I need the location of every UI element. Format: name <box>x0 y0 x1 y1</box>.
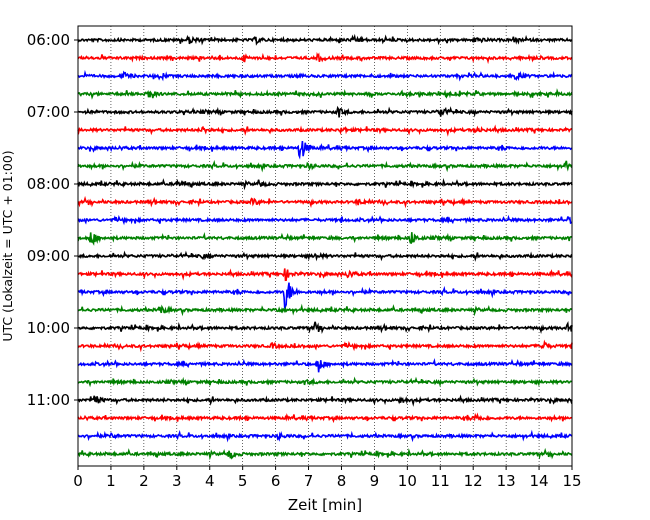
seismic-trace <box>77 33 573 46</box>
y-tick-label: 08:00 <box>27 175 70 193</box>
seismic-trace <box>77 376 573 388</box>
x-tick-label: 8 <box>337 472 347 490</box>
y-tick-label: 06:00 <box>27 31 70 49</box>
x-tick-label: 9 <box>370 472 380 490</box>
seismic-trace <box>77 282 573 309</box>
seismic-trace <box>77 69 573 82</box>
seismic-trace <box>77 231 573 246</box>
x-tick-label: 10 <box>398 472 417 490</box>
seismic-trace <box>77 358 573 373</box>
seismic-trace <box>77 88 573 100</box>
seismic-trace <box>77 159 573 173</box>
seismic-trace <box>77 303 573 317</box>
x-axis: 0 1 2 3 4 5 6 7 8 9 10 11 12 13 14 15 <box>73 466 582 490</box>
trace-group <box>77 33 573 461</box>
seismic-trace <box>77 447 573 461</box>
seismic-trace <box>77 195 573 209</box>
x-tick-label: 4 <box>205 472 215 490</box>
x-tick-label: 5 <box>238 472 248 490</box>
y-tick-label: 09:00 <box>27 247 70 265</box>
seismic-trace <box>77 124 573 137</box>
x-tick-label: 3 <box>172 472 182 490</box>
seismic-trace <box>77 412 573 424</box>
x-tick-label: 6 <box>271 472 281 490</box>
x-tick-label: 14 <box>530 472 549 490</box>
x-tick-label: 1 <box>106 472 116 490</box>
seismic-trace <box>77 140 573 160</box>
x-axis-label: Zeit [min] <box>288 496 362 514</box>
seismic-trace <box>77 429 573 443</box>
seismic-trace <box>77 268 573 282</box>
seismic-trace <box>77 214 573 226</box>
y-tick-label: 10:00 <box>27 319 70 337</box>
x-tick-label: 11 <box>431 472 450 490</box>
y-tick-label: 11:00 <box>27 391 70 409</box>
x-tick-label: 2 <box>139 472 149 490</box>
plot-frame <box>77 25 573 467</box>
y-axis-label: UTC (Lokalzeit = UTC + 01:00) <box>0 150 15 341</box>
seismic-trace <box>77 105 573 118</box>
x-tick-label: 0 <box>73 472 83 490</box>
seismic-trace <box>77 320 573 335</box>
seismic-trace <box>77 250 573 262</box>
x-tick-label: 13 <box>497 472 516 490</box>
y-axis: 06:00 07:00 08:00 09:00 10:00 11:00 <box>27 31 78 409</box>
x-tick-label: 15 <box>562 472 581 490</box>
seismic-trace <box>77 52 573 65</box>
x-tick-label: 12 <box>464 472 483 490</box>
x-tick-label: 7 <box>304 472 314 490</box>
seismic-trace <box>77 178 573 191</box>
vertical-grid <box>110 26 540 466</box>
y-tick-label: 07:00 <box>27 103 70 121</box>
seismic-trace <box>77 339 573 353</box>
seismic-trace <box>77 394 573 407</box>
